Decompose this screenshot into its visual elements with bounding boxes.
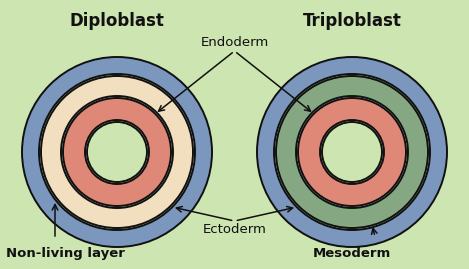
Circle shape	[87, 122, 147, 182]
Text: Ectoderm: Ectoderm	[203, 223, 266, 236]
Text: Non-living layer: Non-living layer	[6, 247, 125, 260]
Circle shape	[257, 57, 447, 247]
Circle shape	[322, 122, 382, 182]
Text: Mesoderm: Mesoderm	[313, 247, 391, 260]
Circle shape	[274, 74, 430, 230]
Circle shape	[63, 98, 171, 206]
Circle shape	[320, 120, 384, 184]
Circle shape	[41, 76, 193, 228]
Circle shape	[296, 96, 408, 208]
Circle shape	[276, 76, 428, 228]
Text: Endoderm: Endoderm	[200, 36, 269, 49]
Circle shape	[85, 120, 149, 184]
Circle shape	[61, 96, 173, 208]
Circle shape	[22, 57, 212, 247]
Circle shape	[298, 98, 406, 206]
Text: Triploblast: Triploblast	[303, 12, 401, 30]
Circle shape	[39, 74, 195, 230]
Text: Diploblast: Diploblast	[69, 12, 165, 30]
